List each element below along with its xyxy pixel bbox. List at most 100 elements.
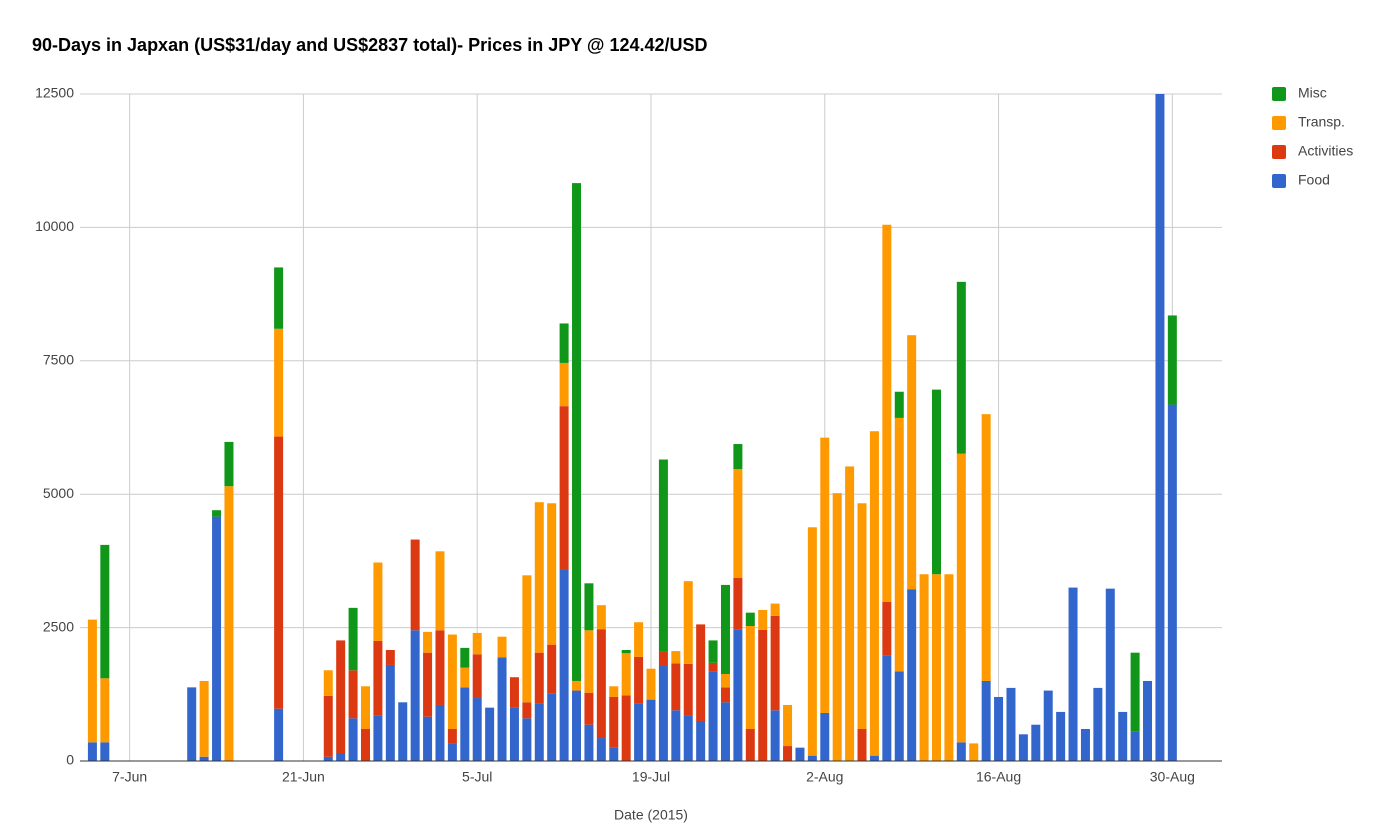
bar-segment bbox=[981, 680, 991, 761]
bar-segment bbox=[100, 742, 110, 761]
bar-segment bbox=[857, 503, 867, 729]
bar-segment bbox=[224, 441, 234, 487]
bar-segment bbox=[559, 569, 569, 761]
bar-segment bbox=[361, 686, 370, 729]
bar-segment bbox=[323, 695, 333, 757]
bar-segment bbox=[758, 629, 768, 761]
bar-segment bbox=[708, 662, 718, 672]
x-tick-label: 5-Jul bbox=[462, 769, 492, 785]
bar-segment bbox=[683, 715, 693, 761]
bar-segment bbox=[385, 664, 395, 761]
bar-segment bbox=[1143, 680, 1153, 761]
bar-segment bbox=[894, 671, 904, 761]
bar-segment bbox=[447, 634, 457, 729]
bar-segment bbox=[956, 453, 966, 743]
bar-segment bbox=[373, 562, 383, 641]
bar-segment bbox=[323, 670, 333, 696]
bar-segment bbox=[956, 281, 966, 454]
x-axis-title: Date (2015) bbox=[614, 807, 688, 823]
bar-segment bbox=[720, 702, 730, 761]
bar-segment bbox=[596, 605, 606, 630]
bar-segment bbox=[658, 666, 668, 761]
bar-segment bbox=[485, 707, 495, 761]
y-tick-label: 7500 bbox=[43, 352, 74, 368]
bar-segment bbox=[212, 510, 222, 517]
bar-segment bbox=[584, 724, 594, 761]
bar-segment bbox=[361, 728, 370, 761]
bar-segment bbox=[857, 728, 867, 761]
bar-segment bbox=[621, 695, 631, 761]
bar-segment bbox=[634, 656, 644, 704]
bar-segment bbox=[385, 650, 395, 665]
bar-segment bbox=[336, 752, 346, 761]
bar-segment bbox=[274, 328, 284, 437]
bar-segment bbox=[807, 755, 817, 761]
bar-segment bbox=[820, 437, 830, 713]
bar-segment bbox=[969, 743, 979, 761]
bar-segment bbox=[683, 663, 693, 716]
bar-segment bbox=[609, 696, 619, 748]
bar-segment bbox=[845, 466, 855, 761]
bar-segment bbox=[621, 653, 631, 696]
bar-segment bbox=[820, 712, 830, 761]
bar-segment bbox=[733, 444, 743, 470]
bar-segment bbox=[447, 743, 457, 761]
bar-segment bbox=[497, 636, 507, 658]
bar-segment bbox=[1167, 404, 1177, 761]
bar-segment bbox=[435, 551, 445, 631]
bar-segment bbox=[758, 609, 768, 630]
bar-segment bbox=[894, 417, 904, 672]
bar-segment bbox=[733, 577, 743, 630]
bar-segment bbox=[584, 692, 594, 725]
bar-segment bbox=[1068, 587, 1078, 761]
bar-segment bbox=[770, 710, 780, 761]
legend-label: Transp. bbox=[1298, 114, 1345, 130]
bar-segment bbox=[559, 323, 569, 363]
bar-segment bbox=[1031, 724, 1041, 761]
bar-segment bbox=[274, 708, 284, 761]
bar-segment bbox=[634, 703, 644, 761]
bar-segment bbox=[869, 755, 879, 761]
bar-segment bbox=[1130, 652, 1140, 732]
bar-segment bbox=[100, 678, 110, 743]
bar-segment bbox=[323, 756, 333, 761]
bar-segment bbox=[1167, 315, 1177, 405]
bar-segment bbox=[472, 632, 482, 655]
bar-segment bbox=[497, 657, 507, 761]
bar-segment bbox=[720, 687, 730, 703]
x-tick-label: 7-Jun bbox=[112, 769, 147, 785]
bar-segment bbox=[882, 601, 892, 656]
bar-segment bbox=[683, 581, 693, 664]
bar-segment bbox=[783, 746, 793, 761]
bar-segment bbox=[994, 696, 1004, 761]
y-tick-label: 2500 bbox=[43, 618, 74, 634]
bar-segment bbox=[696, 624, 706, 721]
x-tick-label: 19-Jul bbox=[632, 769, 670, 785]
bar-segment bbox=[435, 630, 445, 705]
bar-segment bbox=[1155, 94, 1165, 761]
bar-segment bbox=[1043, 690, 1053, 761]
bar-segment bbox=[919, 574, 929, 761]
bar-segment bbox=[547, 693, 557, 761]
bar-segment bbox=[832, 493, 842, 761]
bar-segment bbox=[609, 747, 619, 761]
legend-label: Activities bbox=[1298, 143, 1353, 159]
bar-segment bbox=[944, 574, 954, 761]
bar-segment bbox=[423, 716, 433, 761]
bar-segment bbox=[410, 630, 420, 761]
bar-segment bbox=[522, 575, 532, 703]
x-tick-label: 2-Aug bbox=[806, 769, 843, 785]
bar-segment bbox=[783, 704, 793, 747]
bar-segment bbox=[522, 702, 532, 719]
x-tick-label: 16-Aug bbox=[976, 769, 1021, 785]
legend-swatch bbox=[1272, 145, 1286, 159]
bar-segment bbox=[981, 414, 991, 681]
bar-segment bbox=[87, 619, 97, 743]
bar-segment bbox=[559, 362, 569, 407]
bar-segment bbox=[720, 584, 730, 675]
bar-segment bbox=[621, 650, 631, 654]
legend-label: Misc bbox=[1298, 85, 1327, 101]
bar-segment bbox=[460, 687, 470, 761]
bar-segment bbox=[348, 718, 358, 761]
bar-segment bbox=[1118, 711, 1128, 761]
